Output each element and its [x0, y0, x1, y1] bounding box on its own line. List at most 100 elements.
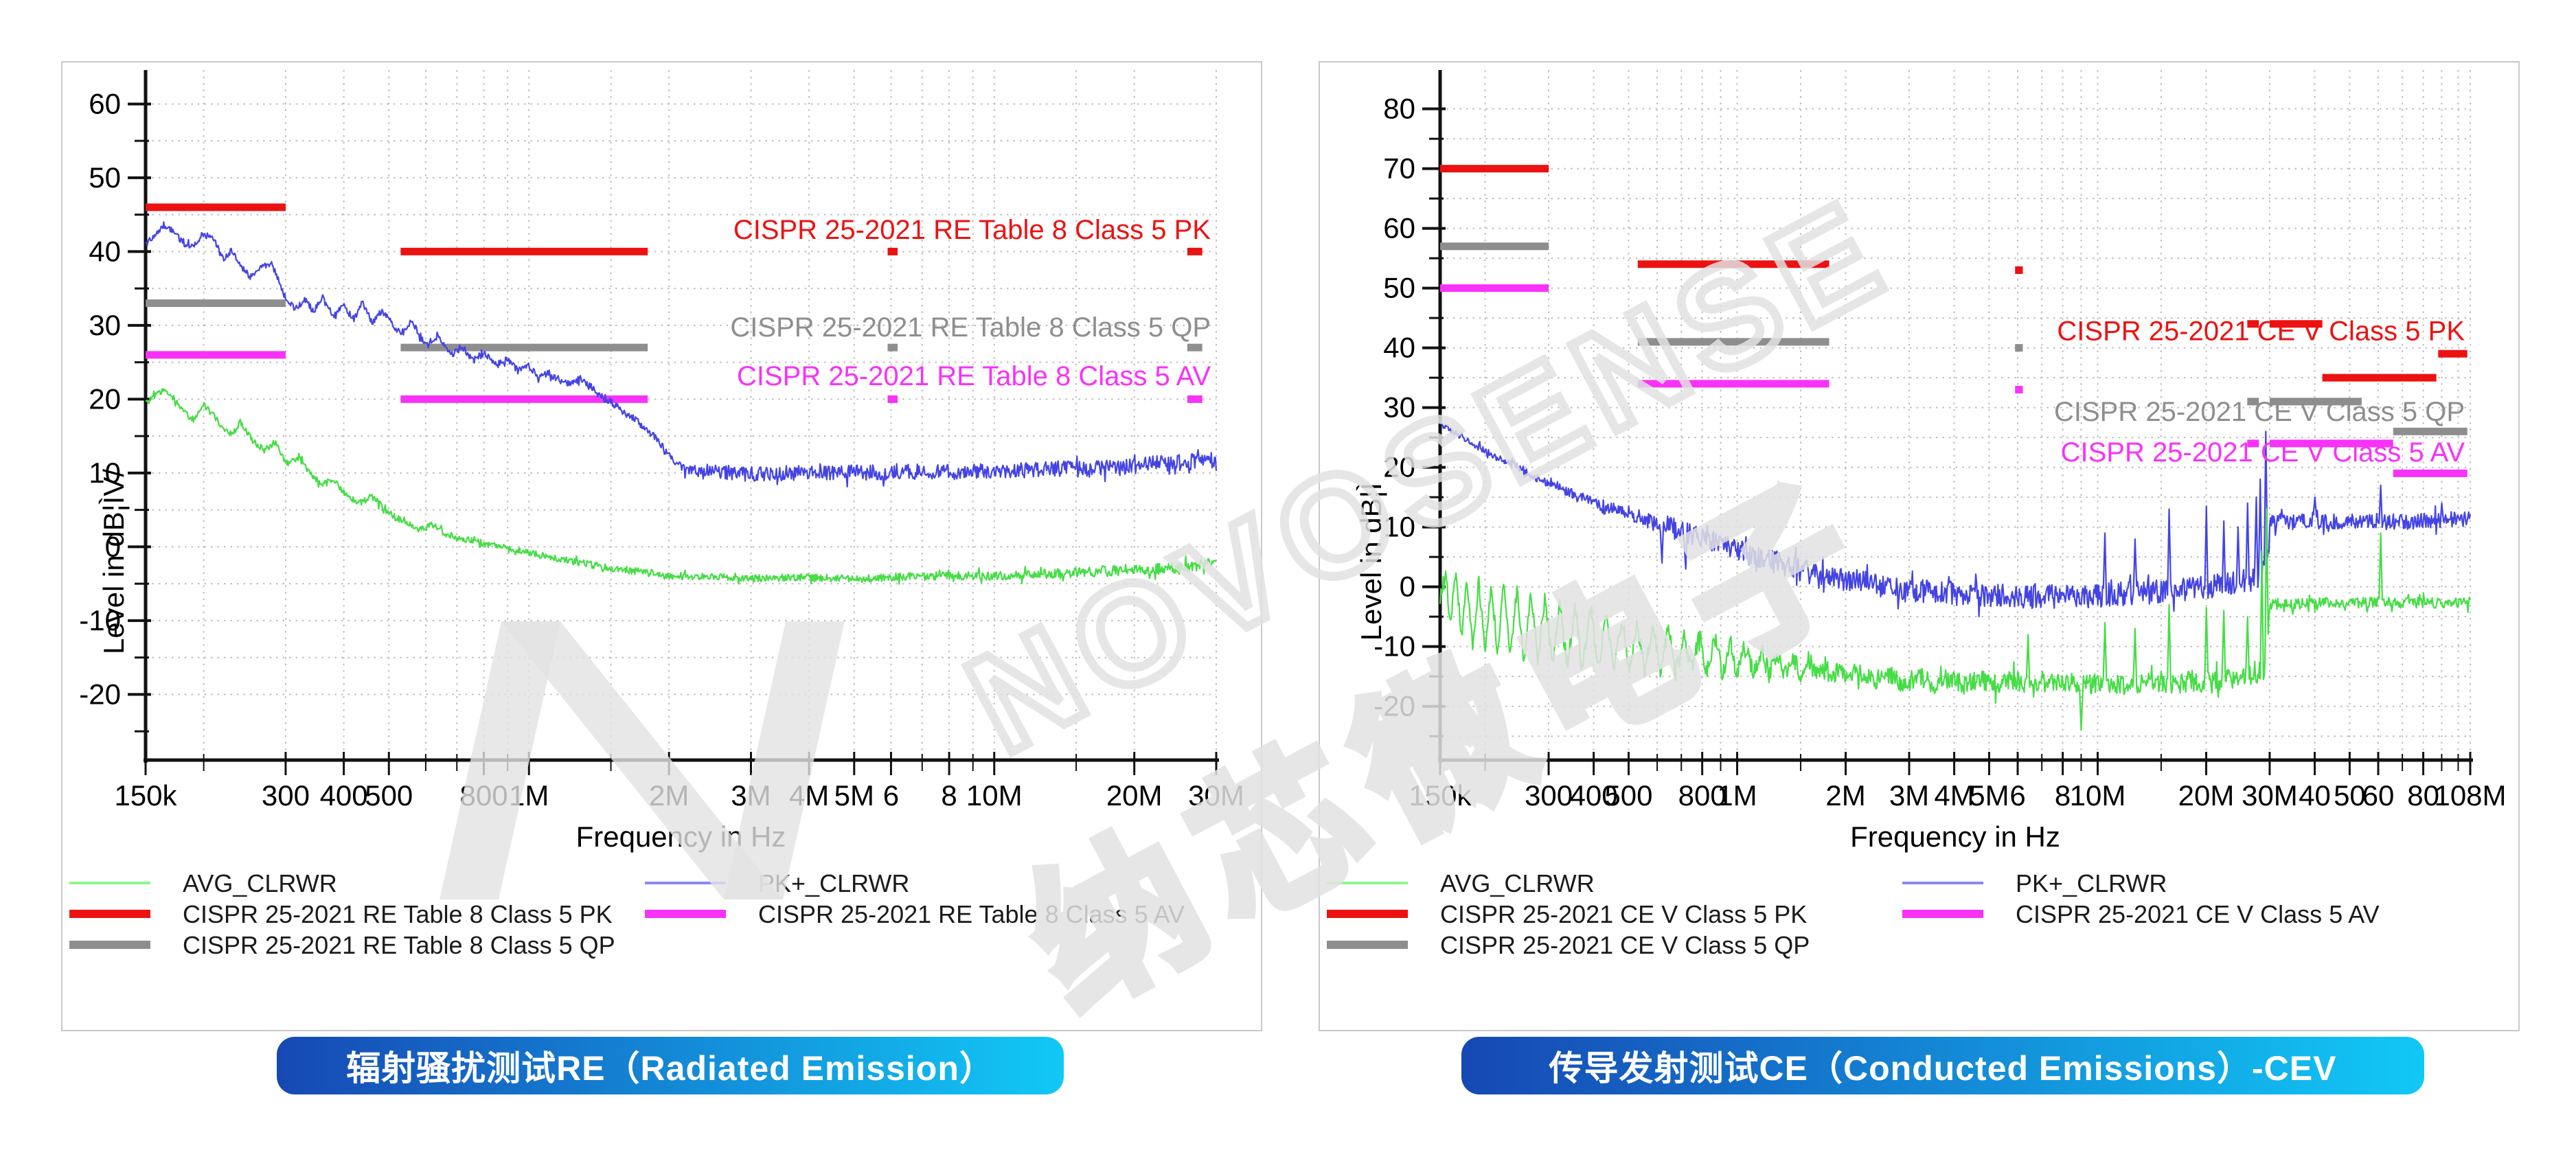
y-tick-label: 20: [1383, 451, 1415, 483]
x-tick-label: 400: [1570, 779, 1618, 812]
legend-label: PK+_CLRWR: [2016, 869, 2167, 897]
legend-label: CISPR 25-2021 CE V Class 5 QP: [1440, 931, 1810, 959]
y-tick-label: 40: [1383, 332, 1415, 364]
x-tick-label: 80: [2407, 779, 2439, 812]
y-tick-label: 0: [105, 530, 121, 562]
y-tick-label: 10: [89, 457, 121, 489]
x-tick-label: 30M: [1188, 779, 1244, 812]
x-tick-label: 4M: [789, 779, 829, 812]
x-tick-label: 40: [2299, 779, 2331, 812]
y-tick-label: 80: [1383, 93, 1415, 125]
y-tick-label: 60: [1383, 212, 1415, 244]
x-tick-label: 800: [1678, 779, 1726, 812]
y-tick-label: 20: [89, 382, 121, 415]
x-tick-label: 300: [262, 779, 310, 812]
legend-label: CISPR 25-2021 RE Table 8 Class 5 QP: [183, 931, 615, 959]
y-tick-label: 70: [1383, 152, 1415, 185]
x-tick-label: 20M: [2178, 779, 2235, 812]
x-tick-label: 108M: [2434, 779, 2506, 812]
legend: AVG_CLRWR CISPR 25-2021 CE V Class 5 PK CI…: [1327, 869, 2380, 959]
gridlines: [146, 70, 1217, 760]
x-tick-label: 60: [2362, 779, 2395, 812]
x-tick-label: 10M: [966, 779, 1023, 812]
x-tick-label: 800: [460, 779, 508, 812]
y-tick-label: -20: [79, 678, 121, 710]
legend-label: CISPR 25-2021 CE V Class 5 PK: [1440, 900, 1807, 928]
axes: [128, 70, 1219, 775]
y-axis-title: Level in dB¦ÌV/: [98, 469, 130, 654]
limit-annotation: CISPR 25-2021 CE V Class 5 PK: [2057, 316, 2465, 346]
y-tick-label: 30: [89, 309, 121, 341]
legend-label: AVG_CLRWR: [183, 869, 337, 897]
ce-chart-panel: 80 70 60 50 40 30 20 10 0 -10 -20 150k 300 400 500 800 1…: [1319, 61, 2520, 1031]
x-tick-label: 1M: [509, 779, 549, 812]
axes: [1422, 70, 2473, 775]
y-tick-label: -10: [1374, 630, 1415, 663]
legend-label: PK+_CLRWR: [758, 869, 909, 897]
x-tick-label: 3M: [731, 779, 771, 812]
re-chart-panel: 60 50 40 30 20 10 0 -10 -20 150k 300 400 500 800 1M 2M 3…: [61, 61, 1262, 1031]
legend-label: CISPR 25-2021 CE V Class 5 AV: [2016, 900, 2380, 928]
x-tick-label: 5M: [1969, 779, 2009, 812]
x-tick-label: 2M: [649, 779, 689, 812]
y-tick-label: 10: [1383, 511, 1415, 543]
limit-line-qp: [146, 299, 1202, 352]
y-tick-label: 30: [1383, 391, 1415, 424]
x-tick-label: 5M: [834, 779, 874, 812]
y-tick-label: -20: [1374, 690, 1415, 722]
ce-banner-label: 传导发射测试CE（Conducted Emissions）-CEV: [1549, 1049, 2337, 1088]
x-tick-label: 3M: [1889, 779, 1929, 812]
legend-label: AVG_CLRWR: [1440, 869, 1595, 897]
x-tick-label: 8: [2055, 779, 2071, 812]
x-tick-label: 500: [1604, 779, 1652, 812]
y-axis-title: Level in dB¦Ì: [1355, 483, 1387, 641]
limit-line-pk: [146, 203, 1202, 255]
x-tick-label: 400: [320, 779, 368, 812]
limit-line-pk: [1440, 165, 2467, 382]
x-tick-label: 1M: [1717, 779, 1757, 812]
pk-clrwr-trace: [1439, 420, 2472, 617]
limit-annotation: CISPR 25-2021 RE Table 8 Class 5 AV: [737, 361, 1211, 391]
x-axis-title: Frequency in Hz: [576, 821, 786, 853]
legend-label: CISPR 25-2021 RE Table 8 Class 5 PK: [183, 900, 613, 928]
re-banner: 辐射骚扰测试RE（Radiated Emission）: [277, 1037, 1064, 1094]
x-tick-label: 30M: [2242, 779, 2298, 812]
x-tick-label: 6: [2009, 779, 2025, 812]
limit-annotation: CISPR 25-2021 RE Table 8 Class 5 QP: [730, 312, 1211, 343]
y-tick-label: 0: [1400, 571, 1415, 603]
x-tick-label: 500: [365, 779, 413, 812]
x-tick-label: 150k: [1409, 779, 1472, 812]
legend-label: CISPR 25-2021 RE Table 8 Class 5 AV: [758, 900, 1185, 928]
x-tick-label: 150k: [114, 779, 177, 812]
y-tick-label: 50: [1383, 272, 1415, 304]
limit-annotation: CISPR 25-2021 CE V Class 5 AV: [2061, 437, 2465, 468]
legend: AVG_CLRWR CISPR 25-2021 RE Table 8 Class …: [69, 869, 1185, 959]
x-tick-label: 2M: [1825, 779, 1865, 812]
x-tick-label: 50: [2334, 779, 2366, 812]
y-tick-label: 40: [89, 235, 121, 267]
avg-clrwr-trace: [145, 388, 1217, 585]
x-tick-label: 300: [1525, 779, 1573, 812]
x-tick-label: 6: [883, 779, 899, 812]
y-tick-label: 50: [89, 161, 121, 194]
x-tick-label: 20M: [1106, 779, 1163, 812]
limit-line-qp: [1440, 242, 2467, 435]
limit-line-av: [1440, 284, 2467, 477]
x-axis-title: Frequency in Hz: [1850, 821, 2060, 853]
x-tick-label: 8: [941, 779, 957, 812]
x-tick-label: 10M: [2070, 779, 2126, 812]
limit-annotation: CISPR 25-2021 RE Table 8 Class 5 PK: [733, 215, 1211, 245]
re-banner-label: 辐射骚扰测试RE（Radiated Emission）: [346, 1049, 994, 1088]
ce-banner: 传导发射测试CE（Conducted Emissions）-CEV: [1461, 1037, 2424, 1094]
y-tick-label: -10: [79, 604, 121, 636]
pk-clrwr-trace: [145, 221, 1218, 487]
x-tick-label: 4M: [1934, 779, 1974, 812]
avg-clrwr-trace: [1439, 508, 2472, 731]
limit-annotation: CISPR 25-2021 CE V Class 5 QP: [2054, 397, 2465, 427]
y-tick-label: 60: [89, 87, 121, 119]
